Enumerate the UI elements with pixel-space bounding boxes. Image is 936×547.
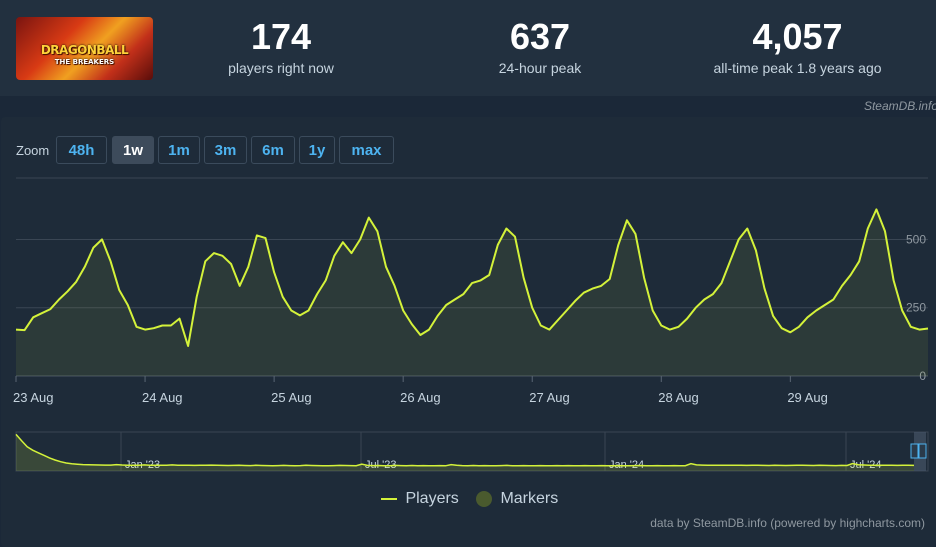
players-line bbox=[15, 208, 929, 347]
zoom-label: Zoom bbox=[16, 143, 50, 158]
legend-markers[interactable]: Markers bbox=[476, 490, 558, 508]
peak-24h-label: 24-hour peak bbox=[498, 60, 582, 76]
zoom-1m-button[interactable]: 1m bbox=[158, 136, 200, 164]
x-tick-label: 23 Aug bbox=[13, 390, 54, 405]
x-tick-label: 24 Aug bbox=[142, 390, 183, 405]
footer-credit: data by SteamDB.info (powered by highcha… bbox=[650, 516, 925, 530]
y-tick-label: 0 bbox=[919, 369, 926, 383]
chart-panel bbox=[1, 117, 936, 547]
navigator-area bbox=[16, 434, 914, 471]
markers-legend-label: Markers bbox=[500, 490, 559, 507]
zoom-6m-button[interactable]: 6m bbox=[251, 136, 295, 164]
y-tick-label: 500 bbox=[906, 232, 926, 246]
legend-players[interactable]: Players bbox=[381, 490, 459, 508]
stat-24h-peak: 637 24-hour peak bbox=[455, 16, 625, 76]
alltime-peak-label: all-time peak 1.8 years ago bbox=[713, 60, 882, 76]
x-tick-label: 27 Aug bbox=[529, 390, 570, 405]
navigator-label: Jan '24 bbox=[609, 459, 644, 471]
navigator-handle-right bbox=[918, 443, 927, 459]
y-tick-label: 250 bbox=[906, 301, 926, 315]
logo-title: DRAGONBALL bbox=[40, 43, 129, 57]
zoom-1w-button[interactable]: 1w bbox=[112, 136, 154, 164]
peak-24h-value: 637 bbox=[509, 16, 571, 57]
navigator-line bbox=[15, 433, 915, 467]
navigator-handle-left bbox=[910, 443, 919, 459]
x-tick-label: 28 Aug bbox=[658, 390, 699, 405]
zoom-3m-button[interactable]: 3m bbox=[204, 136, 247, 164]
stat-current: 174 players right now bbox=[196, 16, 366, 76]
alltime-peak-value: 4,057 bbox=[752, 16, 843, 57]
players-area bbox=[16, 209, 928, 376]
zoom-1y-button[interactable]: 1y bbox=[299, 136, 335, 164]
stat-alltime-peak: 4,057 all-time peak 1.8 years ago bbox=[690, 16, 905, 76]
stats-header: DRAGONBALL THE BREAKERS 174 players righ… bbox=[0, 0, 936, 96]
current-players-label: players right now bbox=[228, 60, 334, 76]
x-tick-label: 26 Aug bbox=[400, 390, 441, 405]
steamdb-credit[interactable]: SteamDB.info bbox=[863, 99, 936, 113]
current-players-value: 174 bbox=[250, 16, 312, 57]
zoom-max-button[interactable]: max bbox=[339, 136, 394, 164]
logo-subtitle: THE BREAKERS bbox=[54, 58, 115, 66]
players-legend-swatch bbox=[381, 497, 397, 500]
markers-legend-swatch bbox=[476, 490, 492, 507]
x-tick-label: 29 Aug bbox=[787, 390, 828, 405]
players-legend-label: Players bbox=[405, 490, 459, 507]
x-tick-label: 25 Aug bbox=[271, 390, 312, 405]
game-logo[interactable]: DRAGONBALL THE BREAKERS bbox=[16, 17, 153, 80]
zoom-48h-button[interactable]: 48h bbox=[56, 136, 107, 164]
